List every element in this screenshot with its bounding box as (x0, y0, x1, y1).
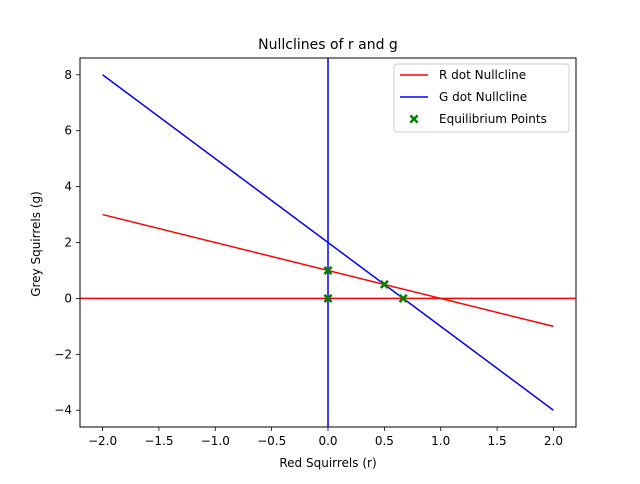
equilibrium-point-2 (323, 265, 333, 275)
y-tick-label: 0 (64, 291, 72, 305)
x-axis-ticks: −2.0 −1.5 −1.0 −0.5 0.0 0.5 1.0 1.5 2.0 (88, 427, 563, 448)
y-axis-ticks: −4 −2 0 2 4 6 8 (54, 68, 80, 417)
x-tick-label: 0.0 (318, 434, 337, 448)
x-tick-label: −2.0 (88, 434, 117, 448)
legend-label-1: R dot Nullcline (439, 68, 526, 82)
equilibrium-point-3 (379, 279, 389, 289)
legend-label-3: Equilibrium Points (439, 112, 547, 126)
y-axis-label: Grey Squirrels (g) (29, 191, 43, 297)
y-tick-label: −2 (54, 347, 72, 361)
x-tick-label: −0.5 (257, 434, 286, 448)
x-axis-label: Red Squirrels (r) (279, 456, 376, 470)
legend-swatch-3 (409, 114, 419, 124)
legend-box (393, 63, 570, 133)
y-tick-label: 8 (64, 68, 72, 82)
equilibrium-points (323, 265, 408, 303)
legend-label-2: G dot Nullcline (439, 90, 527, 104)
x-tick-label: 0.5 (375, 434, 394, 448)
y-tick-label: 6 (64, 124, 72, 138)
legend: R dot Nullcline G dot Nullcline Equilibriu… (393, 63, 570, 133)
equilibrium-point-1 (323, 293, 333, 303)
chart-title: Nullclines of r and g (258, 37, 398, 53)
y-tick-label: −4 (54, 403, 72, 417)
x-tick-label: 1.5 (488, 434, 507, 448)
x-tick-label: 2.0 (544, 434, 563, 448)
x-tick-label: −1.5 (144, 434, 173, 448)
y-tick-label: 4 (64, 180, 72, 194)
equilibrium-point-4 (398, 293, 408, 303)
y-tick-label: 2 (64, 236, 72, 250)
x-tick-label: −1.0 (201, 434, 230, 448)
x-tick-label: 1.0 (431, 434, 450, 448)
